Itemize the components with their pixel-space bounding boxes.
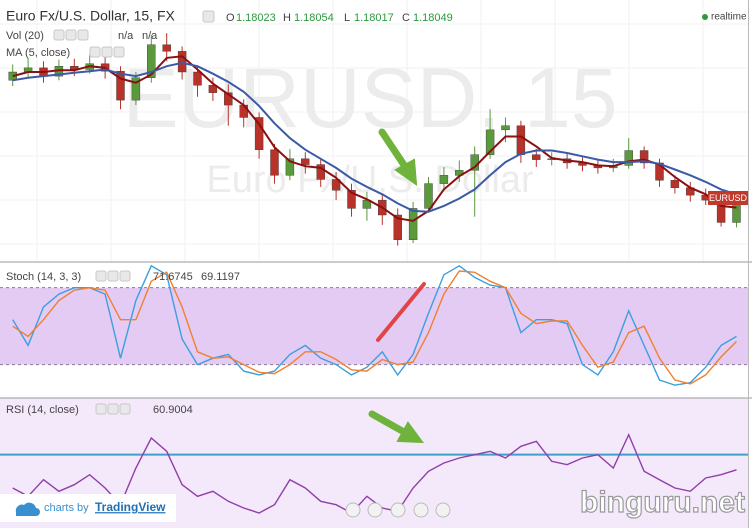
candle-body bbox=[624, 150, 633, 166]
settings-icon[interactable] bbox=[202, 10, 215, 23]
candle-body bbox=[177, 51, 187, 73]
ohlc-label: C bbox=[402, 12, 410, 24]
series-line bbox=[12, 432, 737, 514]
indicator-icon[interactable] bbox=[119, 270, 131, 282]
indicator-title: Vol (20) bbox=[6, 30, 44, 42]
status: realtime bbox=[711, 12, 747, 23]
annotation-line bbox=[376, 282, 426, 342]
indicator-icon[interactable] bbox=[101, 46, 113, 58]
indicator-value: n/a bbox=[118, 30, 134, 42]
watermark-description: Euro Fx/U.S. Dollar bbox=[206, 159, 534, 201]
navigation bbox=[345, 502, 451, 518]
indicator-icon[interactable] bbox=[89, 46, 101, 58]
candle-body bbox=[316, 164, 325, 180]
ohlc-label: L bbox=[344, 12, 350, 24]
price-tag bbox=[708, 191, 748, 205]
candle-body bbox=[485, 129, 495, 155]
branding-logo bbox=[15, 502, 40, 516]
candle-body bbox=[147, 44, 156, 78]
indicator-value: 60.9004 bbox=[153, 404, 193, 416]
nav-button[interactable] bbox=[435, 502, 451, 518]
branding-prefix: charts by bbox=[44, 502, 89, 514]
indicator-title: RSI (14, close) bbox=[6, 404, 79, 416]
price-tag-label: EURUSD bbox=[709, 193, 748, 203]
candle-body bbox=[285, 158, 295, 176]
indicator-icon[interactable] bbox=[107, 403, 119, 415]
candle-body bbox=[347, 190, 356, 209]
candle-body bbox=[131, 77, 141, 101]
candle-body bbox=[331, 179, 341, 191]
plot-area bbox=[8, 33, 741, 514]
candle-body bbox=[670, 180, 680, 188]
nav-button[interactable] bbox=[367, 502, 383, 518]
candle-body bbox=[270, 149, 279, 176]
candle-body bbox=[208, 85, 218, 93]
ohlc-value: 1.18054 bbox=[294, 12, 334, 24]
annotation-arrow bbox=[368, 410, 425, 444]
candle-body bbox=[393, 214, 402, 241]
indicator-icon[interactable] bbox=[107, 270, 119, 282]
candle-body bbox=[162, 44, 171, 52]
candle-body bbox=[301, 158, 310, 165]
nav-button[interactable] bbox=[345, 502, 361, 518]
series-line bbox=[12, 61, 737, 213]
watermark-symbol: EURUSD, 15 bbox=[123, 51, 618, 145]
nav-button[interactable] bbox=[413, 502, 429, 518]
candle-body bbox=[116, 70, 125, 101]
candle-body bbox=[193, 71, 202, 86]
indicator-value: 71.6745 bbox=[153, 271, 193, 283]
series-line bbox=[12, 270, 737, 385]
candle-body bbox=[424, 183, 433, 209]
indicator-icon[interactable] bbox=[119, 403, 131, 415]
indicator-icon[interactable] bbox=[77, 29, 89, 41]
annotation-arrow bbox=[378, 128, 418, 187]
candle-body bbox=[254, 117, 264, 150]
symbol-title: Euro Fx/U.S. Dollar, 15, FX bbox=[6, 8, 175, 24]
ohlc-value: 1.18049 bbox=[413, 12, 453, 24]
candle-body bbox=[532, 154, 541, 160]
ohlc-label: H bbox=[283, 12, 291, 24]
candle-body bbox=[239, 104, 248, 118]
ohlc-value: 1.18017 bbox=[354, 12, 394, 24]
candle-body bbox=[501, 125, 510, 131]
indicator-value: 69.1197 bbox=[201, 271, 240, 283]
series-line bbox=[12, 55, 737, 222]
indicator-icon[interactable] bbox=[65, 29, 77, 41]
indicator-icon[interactable] bbox=[95, 270, 107, 282]
ohlc-label: O bbox=[226, 12, 235, 24]
nav-button[interactable] bbox=[390, 502, 406, 518]
branding-link[interactable]: TradingView bbox=[95, 500, 166, 514]
indicator-title: MA (5, close) bbox=[6, 47, 70, 59]
indicator-icon[interactable] bbox=[95, 403, 107, 415]
site-watermark: binguru.net bbox=[580, 486, 745, 519]
candle-body bbox=[439, 175, 449, 184]
watermark: EURUSD, 15 Euro Fx/U.S. Dollar bbox=[123, 51, 618, 201]
status-dot bbox=[702, 14, 708, 20]
series-line bbox=[12, 264, 737, 386]
candle-body bbox=[408, 208, 418, 241]
candle-body bbox=[516, 125, 526, 155]
indicator-icon[interactable] bbox=[53, 29, 65, 41]
ohlc-value: 1.18023 bbox=[236, 12, 276, 24]
indicator-value: n/a bbox=[142, 30, 158, 42]
candle-body bbox=[639, 150, 649, 164]
indicator-title: Stoch (14, 3, 3) bbox=[6, 271, 81, 283]
candle-body bbox=[224, 92, 233, 106]
indicator-icon[interactable] bbox=[113, 46, 125, 58]
